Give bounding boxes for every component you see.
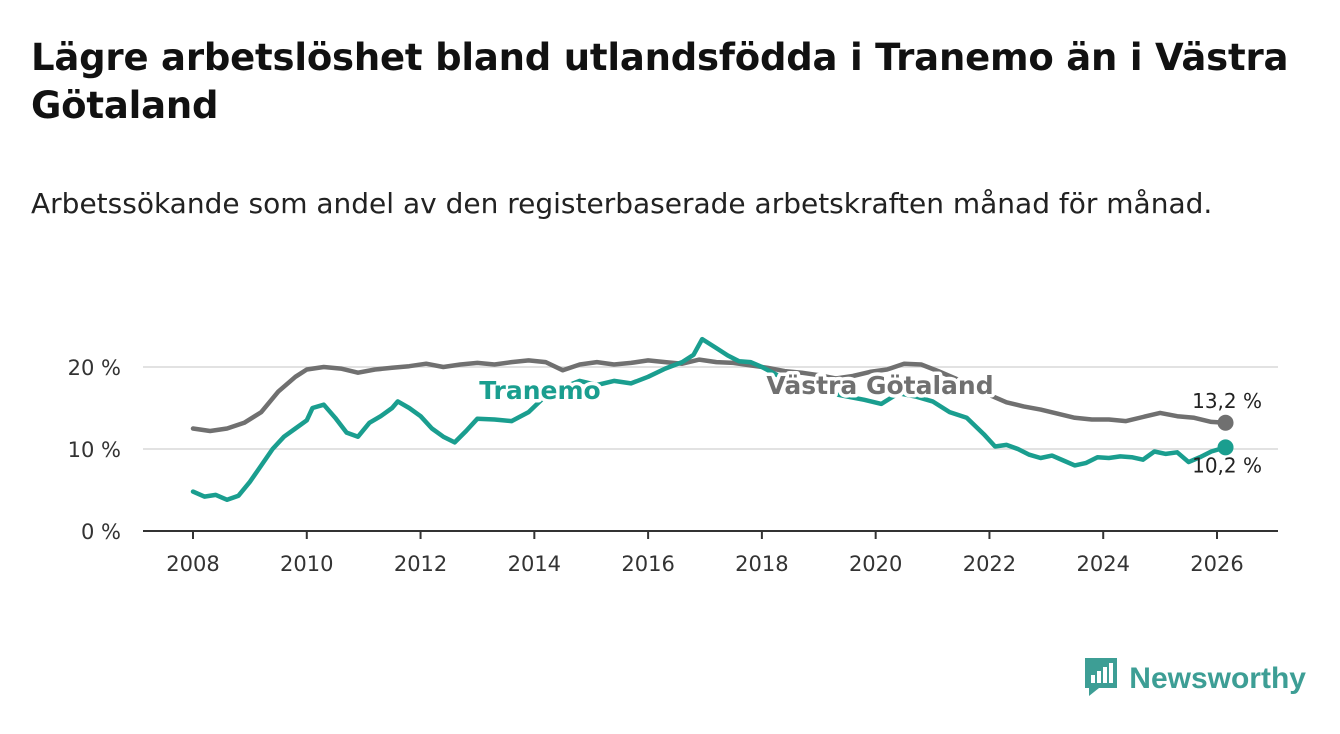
x-tick-label: 2020 (849, 552, 902, 576)
y-tick-label: 0 % (81, 520, 121, 544)
newsworthy-wordmark: Newsworthy (1129, 662, 1306, 695)
axes: 0 % 10 % 20 % 2008 2010 2012 2014 2016 2018 2020 2… (68, 356, 1278, 576)
end-point-tranemo (1217, 439, 1234, 456)
series-label-tranemo-halo: Tranemo (479, 376, 600, 405)
newsworthy-logo[interactable]: Newsworthy (1083, 656, 1306, 702)
x-tick-label: 2024 (1076, 552, 1129, 576)
newsworthy-bar-chart-icon (1083, 656, 1119, 702)
end-point-v-stra-g-taland (1217, 414, 1234, 431)
series-lines (190, 336, 1234, 503)
x-tick-label: 2026 (1190, 552, 1243, 576)
x-tick-label: 2012 (394, 552, 447, 576)
end-value-label-v-stra-g-taland: 13,2 % (1192, 389, 1262, 413)
series-label-tranemo: Tranemo (479, 376, 600, 405)
series-label-vastra-gotaland: Västra Götaland (766, 371, 993, 400)
x-tick-label: 2008 (166, 552, 219, 576)
x-tick-label: 2014 (508, 552, 561, 576)
x-tick-label: 2018 (735, 552, 788, 576)
chart-subtitle: Arbetssökande som andel av den registerb… (31, 187, 1213, 220)
series-line-tranemo (190, 336, 1228, 503)
end-value-label-tranemo: 10,2 % (1192, 453, 1262, 477)
y-tick-label: 20 % (68, 356, 121, 380)
x-tick-label: 2010 (280, 552, 333, 576)
series-label-vastra-gotaland-halo: Västra Götaland (766, 371, 993, 400)
x-tick-label: 2016 (621, 552, 674, 576)
series-line-v-stra-g-taland (190, 357, 1228, 434)
x-tick-label: 2022 (963, 552, 1016, 576)
chart-title: Lägre arbetslöshet bland utlandsfödda i … (31, 36, 1289, 127)
y-tick-label: 10 % (68, 438, 121, 462)
